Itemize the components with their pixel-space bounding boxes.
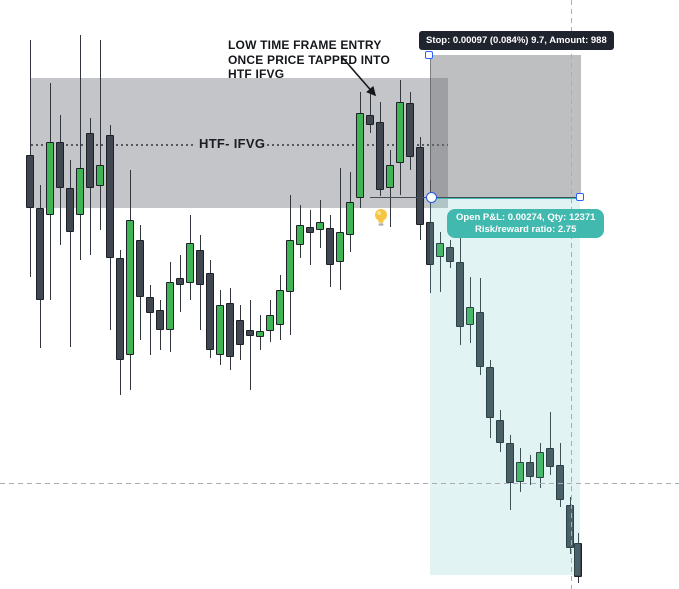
pnl-line1: Open P&L: 0.00274, Qty: 12371 (456, 212, 596, 223)
candle (396, 102, 404, 163)
candle (516, 462, 524, 482)
candle-wick (389, 150, 391, 227)
candle-wick (549, 412, 551, 475)
candle (476, 312, 484, 367)
candle-wick (369, 93, 371, 133)
candle (96, 165, 104, 186)
candle (566, 505, 574, 548)
candle (276, 290, 284, 325)
candle-wick (339, 168, 341, 290)
crosshair-horizontal-line (0, 483, 679, 484)
candle (326, 228, 334, 265)
candle (386, 165, 394, 188)
candle (306, 227, 314, 233)
candle (136, 240, 144, 297)
candle (456, 262, 464, 327)
annotation-line-3: HTF IFVG (228, 67, 285, 81)
entry-price-line[interactable] (370, 197, 580, 198)
candle (466, 307, 474, 325)
candle (296, 225, 304, 245)
candle (356, 113, 364, 198)
annotation-line-2: ONCE PRICE TAPPED INTO (228, 52, 390, 67)
candle (226, 303, 234, 357)
candle (46, 142, 54, 215)
candle-wick (69, 160, 71, 347)
candle (166, 282, 174, 330)
candle (106, 135, 114, 258)
candle (56, 142, 64, 188)
lightbulb-icon[interactable] (373, 208, 389, 228)
entry-right-handle[interactable] (576, 193, 584, 201)
candle (346, 202, 354, 235)
candle (366, 115, 374, 125)
stop-info-text: Stop: 0.00097 (0.084%) 9.7, Amount: 988 (426, 35, 607, 46)
candle (426, 222, 434, 265)
candle (526, 462, 534, 477)
crosshair-vertical-line (571, 0, 572, 589)
annotation-text[interactable]: LOW TIME FRAME ENTRY ONCE PRICE TAPPED I… (228, 38, 390, 82)
annotation-arrow (340, 55, 377, 97)
candle (236, 320, 244, 345)
candle (266, 315, 274, 331)
candle (126, 220, 134, 355)
position-stop-zone[interactable] (430, 55, 581, 197)
candle (336, 232, 344, 262)
candle (546, 448, 554, 467)
position-profit-zone[interactable] (430, 197, 580, 575)
candle (376, 122, 384, 190)
htf-ifvg-label[interactable]: HTF- IFVG (199, 136, 266, 151)
candle (146, 297, 154, 313)
candle (176, 278, 184, 285)
candle-wick (439, 232, 441, 292)
candle (36, 208, 44, 300)
candle (416, 147, 424, 225)
candle (446, 247, 454, 262)
candle (486, 367, 494, 418)
candle (574, 543, 582, 577)
candle-wick (149, 285, 151, 355)
candle (536, 452, 544, 478)
candle (66, 188, 74, 232)
pnl-info-tooltip: Open P&L: 0.00274, Qty: 12371 Risk/rewar… (447, 209, 605, 238)
candle (316, 222, 324, 230)
stop-level-handle[interactable] (425, 51, 433, 59)
candle (506, 443, 514, 483)
annotation-line-1: LOW TIME FRAME ENTRY (228, 38, 382, 52)
candle (76, 168, 84, 215)
candle (436, 243, 444, 257)
pnl-line2: Risk/reward ratio: 2.75 (475, 223, 577, 235)
candle (116, 258, 124, 360)
candle (496, 420, 504, 443)
candle (206, 273, 214, 350)
candle (286, 240, 294, 292)
candle-wick (79, 35, 81, 260)
candle (556, 465, 564, 500)
candle (256, 331, 264, 337)
candle (156, 310, 164, 330)
entry-point-handle[interactable] (425, 191, 437, 203)
candle (186, 243, 194, 283)
stop-info-tooltip: Stop: 0.00097 (0.084%) 9.7, Amount: 988 (419, 31, 614, 50)
htf-ifvg-dotted-line-right (262, 144, 448, 146)
candle-wick (249, 300, 251, 390)
candle (216, 305, 224, 355)
candle (26, 155, 34, 208)
candle-wick (309, 210, 311, 265)
candle (196, 250, 204, 285)
candle (246, 330, 254, 336)
candle-wick (99, 40, 101, 230)
candle (406, 103, 414, 157)
candle (86, 133, 94, 188)
